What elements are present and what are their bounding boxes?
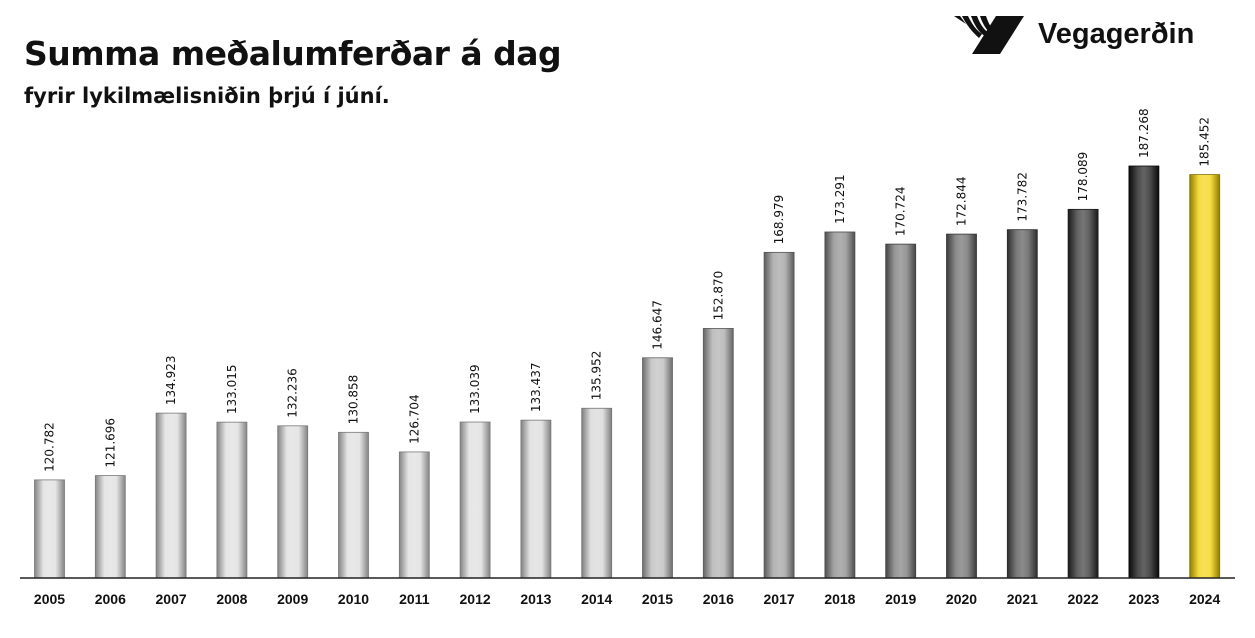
bar-2013 (520, 419, 552, 579)
data-label-2015: 146.647 (651, 300, 665, 350)
x-tick-2006: 2006 (95, 591, 126, 607)
bar-2005 (34, 479, 65, 579)
bar-2015 (642, 357, 673, 579)
x-tick-2024: 2024 (1189, 591, 1220, 607)
data-label-2018: 173.291 (833, 174, 847, 224)
bar-2017 (763, 251, 795, 579)
bar-2010 (338, 431, 369, 579)
data-label-2024: 185.452 (1198, 117, 1212, 167)
bar-2012 (459, 421, 491, 579)
data-label-2008: 133.015 (225, 365, 239, 415)
bar-2014 (581, 407, 613, 579)
x-tick-2008: 2008 (216, 591, 247, 607)
data-label-2013: 133.437 (529, 363, 543, 413)
x-tick-2013: 2013 (520, 591, 551, 607)
x-tick-2023: 2023 (1128, 591, 1159, 607)
data-label-2011: 126.704 (407, 394, 421, 444)
data-label-2016: 152.870 (711, 271, 725, 321)
x-tick-2015: 2015 (642, 591, 673, 607)
logo-text: Vegagerðin (1038, 17, 1195, 50)
bar-2016 (702, 327, 734, 579)
data-label-2014: 135.952 (590, 351, 604, 401)
data-label-2022: 178.089 (1076, 152, 1090, 202)
bar-2006 (94, 475, 126, 579)
data-label-2021: 173.782 (1015, 172, 1029, 222)
x-tick-2021: 2021 (1007, 591, 1038, 607)
x-tick-2020: 2020 (946, 591, 977, 607)
bar-2020 (946, 233, 977, 579)
x-tick-2005: 2005 (34, 591, 65, 607)
data-label-2006: 121.696 (103, 418, 117, 468)
data-label-2010: 130.858 (347, 375, 361, 425)
bar-2022 (1067, 208, 1099, 579)
data-label-2005: 120.782 (43, 422, 57, 472)
bar-2011 (398, 451, 430, 579)
x-tick-2019: 2019 (885, 591, 916, 607)
bar-2018 (824, 231, 856, 579)
x-tick-2016: 2016 (703, 591, 734, 607)
data-label-2019: 170.724 (894, 186, 908, 236)
data-label-2012: 133.039 (468, 364, 482, 414)
bar-2019 (885, 243, 917, 579)
bar-2024 (1189, 174, 1221, 579)
bar-2007 (155, 412, 187, 579)
x-tick-2010: 2010 (338, 591, 369, 607)
bar-2023 (1128, 165, 1160, 579)
data-label-2020: 172.844 (955, 176, 969, 226)
bar-2021 (1006, 229, 1038, 579)
chart-subtitle: fyrir lykilmælisniðin þrjú í júní. (24, 84, 390, 108)
data-label-2007: 134.923 (164, 356, 178, 406)
chart-title: Summa meðalumferðar á dag (24, 34, 562, 73)
x-tick-2007: 2007 (156, 591, 187, 607)
x-tick-2012: 2012 (460, 591, 491, 607)
x-tick-2009: 2009 (277, 591, 308, 607)
vegagerdin-logo: Vegagerðin (952, 12, 1194, 56)
x-tick-2011: 2011 (399, 591, 430, 607)
data-label-2023: 187.268 (1137, 108, 1151, 158)
x-tick-2014: 2014 (581, 591, 612, 607)
data-label-2017: 168.979 (772, 195, 786, 245)
bar-2009 (277, 425, 309, 579)
logo-stripes-icon (954, 16, 1024, 54)
x-tick-2017: 2017 (764, 591, 795, 607)
x-tick-2018: 2018 (824, 591, 855, 607)
x-tick-2022: 2022 (1068, 591, 1099, 607)
data-label-2009: 132.236 (286, 368, 300, 418)
bar-2008 (216, 421, 248, 579)
